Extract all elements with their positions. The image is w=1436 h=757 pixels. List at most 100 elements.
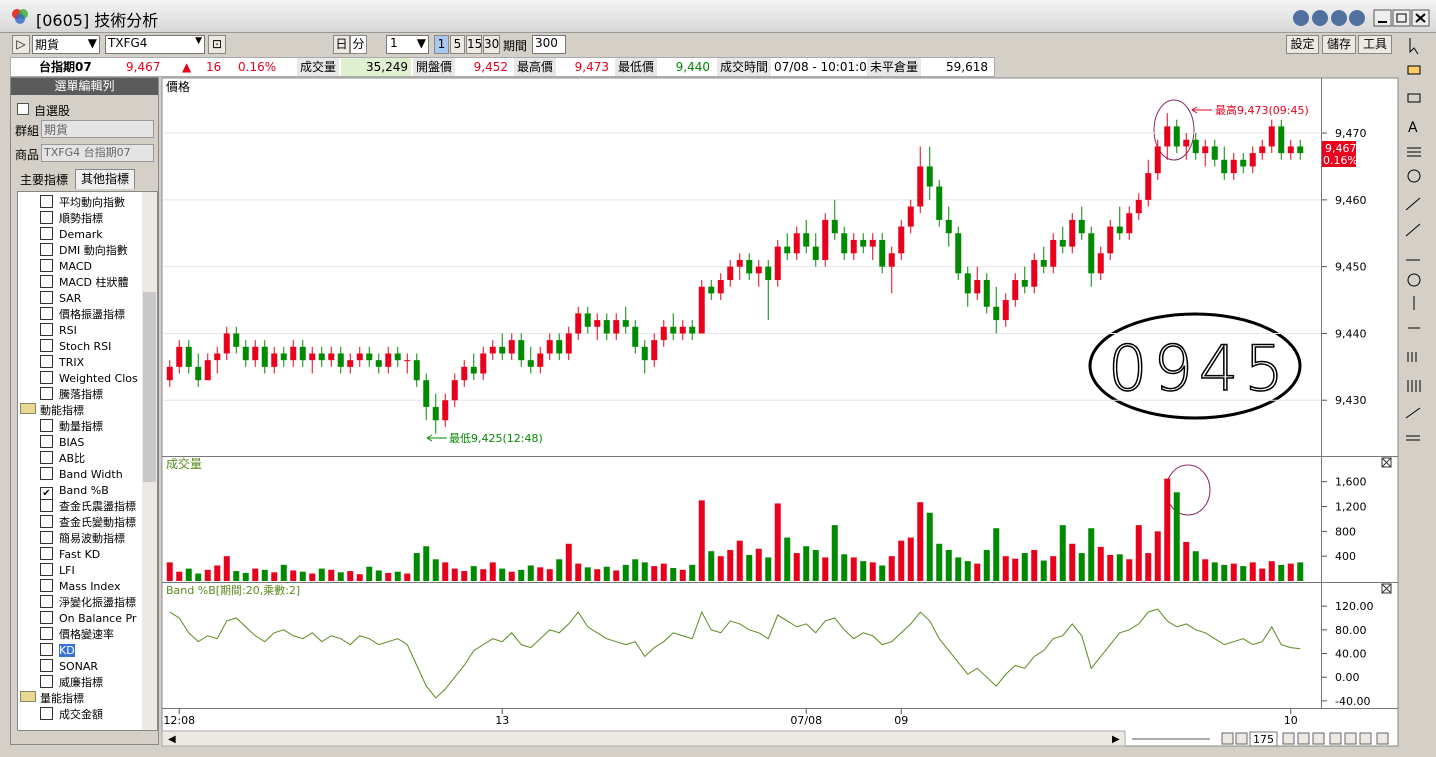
list-item[interactable]: 順勢指標 [40, 211, 103, 227]
quick-button[interactable]: 30 [483, 35, 500, 54]
candle-body [347, 360, 354, 367]
list-item[interactable]: BIAS [40, 435, 84, 451]
list-item[interactable]: ✔ Band %B [40, 483, 109, 500]
search-button[interactable]: ⊡ [208, 35, 226, 54]
drawing-toolbar[interactable]: A [1400, 34, 1430, 454]
panel-close[interactable] [1381, 457, 1392, 594]
candle-body [1088, 233, 1095, 274]
checkbox[interactable] [40, 707, 53, 720]
list-item[interactable]: Mass Index [40, 579, 120, 595]
quote-price: 9,467 [126, 60, 161, 74]
volume-bar [1278, 564, 1285, 581]
list-item[interactable]: 威廉指標 [40, 675, 103, 691]
list-item[interactable]: 簡易波動指標 [40, 531, 125, 547]
list-item[interactable]: 成交金額 [40, 707, 103, 723]
checkbox[interactable] [40, 323, 53, 336]
period-input[interactable]: 300 [532, 35, 566, 54]
list-item[interactable]: KD [40, 643, 75, 659]
volume-bar [223, 556, 230, 581]
checkbox[interactable] [40, 307, 53, 320]
list-item[interactable]: SAR [40, 291, 81, 307]
volume-bar [366, 566, 373, 581]
list-item[interactable]: 騰落指標 [40, 387, 103, 403]
settings-button[interactable]: 設定 [1286, 35, 1319, 54]
checkbox[interactable] [40, 515, 53, 528]
checkbox[interactable] [40, 627, 53, 640]
list-item[interactable]: 查金氏變動指標 [40, 515, 136, 531]
list-item[interactable]: On Balance Pr [40, 611, 136, 627]
tools-button[interactable]: 工具 [1358, 35, 1392, 54]
quick-button[interactable]: 5 [450, 35, 465, 54]
scroll-left[interactable]: ◀ [168, 734, 176, 745]
candle-body [698, 286, 705, 334]
list-item[interactable]: 動量指標 [40, 419, 103, 435]
tab[interactable]: 主要指標 [19, 173, 68, 187]
checkbox[interactable] [40, 355, 53, 368]
checkbox[interactable] [40, 291, 53, 304]
checkbox[interactable] [40, 643, 53, 656]
list-item[interactable]: 價格變速率 [40, 627, 114, 643]
checkbox[interactable] [40, 467, 53, 480]
checkbox[interactable] [40, 675, 53, 688]
window-buttons[interactable] [1292, 9, 1432, 27]
list-item[interactable]: Band Width [40, 467, 123, 483]
checkbox[interactable] [40, 547, 53, 560]
checkbox[interactable] [40, 419, 53, 432]
list-item[interactable]: SONAR [40, 659, 98, 675]
checkbox[interactable] [40, 259, 53, 272]
checkbox[interactable] [40, 595, 53, 608]
list-group[interactable]: 量能指標 [20, 691, 84, 707]
candle-body [565, 333, 572, 354]
list-group[interactable]: 動能指標 [20, 403, 84, 419]
save-button[interactable]: 儲存 [1322, 35, 1356, 54]
checkbox[interactable] [40, 563, 53, 576]
list-item[interactable]: RSI [40, 323, 77, 339]
quick-button[interactable]: 1 [434, 35, 449, 54]
list-scrollbar[interactable] [142, 192, 157, 730]
play-button[interactable]: ▷ [12, 35, 30, 54]
list-item[interactable]: AB比 [40, 451, 85, 467]
list-item[interactable]: MACD [40, 259, 92, 275]
list-item[interactable]: 價格振盪指標 [40, 307, 125, 323]
product-select[interactable]: TXFG4 台指期07 [41, 144, 154, 162]
candle-body [1126, 213, 1133, 234]
checkbox[interactable] [40, 435, 53, 448]
list-item[interactable]: Stoch RSI [40, 339, 111, 355]
checkbox[interactable] [40, 371, 53, 384]
checkbox[interactable] [40, 227, 53, 240]
checkbox[interactable] [40, 243, 53, 256]
checkbox[interactable] [40, 579, 53, 592]
group-select[interactable]: 期貨 [41, 120, 154, 138]
tab-active[interactable]: 其他指標 [75, 169, 135, 189]
list-item[interactable]: Weighted Clos [40, 371, 138, 387]
day-button[interactable]: 日 [333, 35, 350, 54]
list-item[interactable]: MACD 柱狀體 [40, 275, 128, 291]
quick-button[interactable]: 15 [466, 35, 482, 54]
minute-button[interactable]: 分 [350, 35, 367, 54]
scroll-right[interactable]: ▶ [1112, 734, 1120, 745]
list-item[interactable]: 平均動向指數 [40, 195, 125, 211]
list-item[interactable]: TRIX [40, 355, 84, 371]
market-select[interactable]: 期貨 ▼ [32, 35, 100, 54]
list-item[interactable]: 查金氏震盪指標 [40, 499, 136, 515]
checkbox[interactable] [40, 451, 53, 464]
list-item[interactable]: LFI [40, 563, 75, 579]
window-title: [0605] 技術分析 [36, 11, 159, 30]
item-label: 騰落指標 [59, 388, 103, 401]
checkbox[interactable] [40, 339, 53, 352]
list-item[interactable]: Demark [40, 227, 103, 243]
list-item[interactable]: Fast KD [40, 547, 100, 563]
symbol-select[interactable]: TXFG4 ▼ [105, 35, 205, 54]
interval-select[interactable]: 1 ▼ [386, 35, 429, 54]
list-item[interactable]: 淨變化振盪指標 [40, 595, 136, 611]
watchlist[interactable]: 自選股 [17, 102, 70, 119]
checkbox[interactable] [40, 611, 53, 624]
checkbox[interactable] [40, 387, 53, 400]
checkbox[interactable] [40, 499, 53, 512]
checkbox[interactable] [40, 211, 53, 224]
list-item[interactable]: DMI 動向指數 [40, 243, 128, 259]
checkbox[interactable] [40, 275, 53, 288]
checkbox[interactable] [40, 659, 53, 672]
checkbox[interactable] [40, 195, 53, 208]
checkbox[interactable] [40, 531, 53, 544]
